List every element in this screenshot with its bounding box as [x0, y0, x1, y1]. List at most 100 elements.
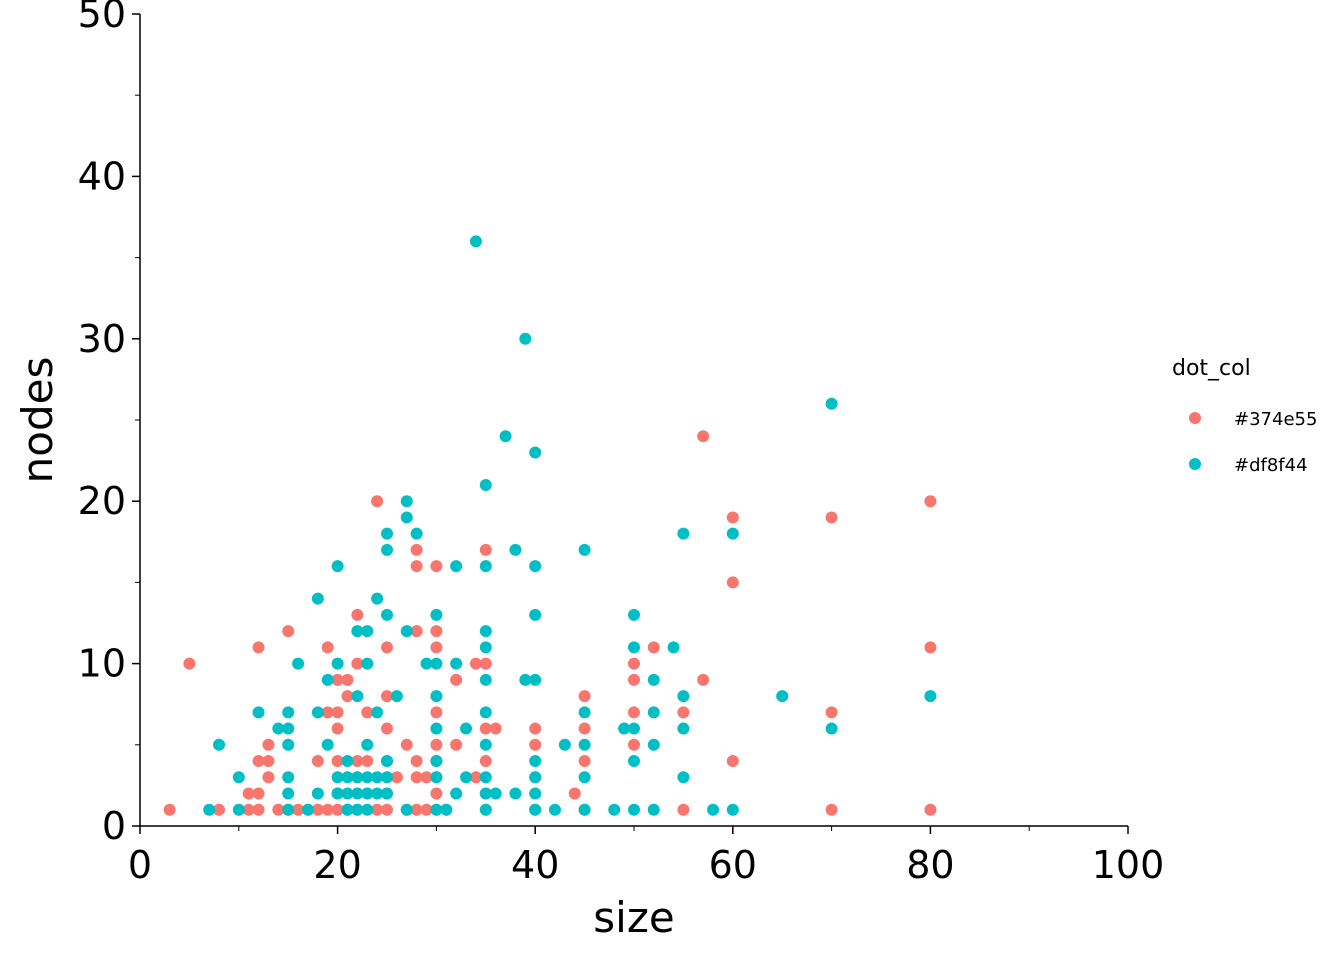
x-axis-title: size	[593, 893, 674, 942]
scatter-point-series-2	[677, 690, 690, 703]
x-tick-label: 60	[709, 843, 757, 887]
scatter-point-series-1	[825, 511, 838, 524]
scatter-point-series-1	[479, 657, 492, 670]
scatter-point-series-1	[381, 722, 393, 735]
scatter-point-series-1	[479, 543, 492, 556]
scatter-point-series-2	[282, 803, 295, 816]
scatter-point-series-1	[410, 560, 423, 573]
scatter-point-series-1	[351, 657, 364, 670]
scatter-point-series-2	[311, 592, 324, 605]
scatter-point-series-2	[628, 722, 640, 735]
scatter-point-series-2	[628, 608, 640, 621]
scatter-point-series-1	[677, 803, 690, 816]
scatter-point-series-1	[331, 722, 344, 735]
scatter-point-series-1	[262, 738, 275, 751]
points-layer	[163, 235, 937, 816]
scatter-point-series-1	[381, 690, 393, 703]
scatter-point-series-2	[430, 608, 443, 621]
scatter-point-series-2	[450, 560, 463, 573]
scatter-point-series-2	[726, 527, 739, 540]
scatter-point-series-1	[578, 755, 591, 768]
scatter-point-series-1	[282, 625, 295, 638]
scatter-point-series-1	[371, 495, 384, 508]
scatter-point-series-1	[430, 560, 443, 573]
scatter-point-series-2	[341, 803, 354, 816]
scatter-point-series-1	[420, 771, 433, 784]
scatter-point-series-1	[578, 690, 591, 703]
scatter-point-series-1	[529, 738, 542, 751]
legend-key-2	[1189, 458, 1201, 470]
scatter-point-series-1	[292, 803, 305, 816]
scatter-point-series-1	[628, 673, 640, 686]
scatter-point-series-2	[420, 657, 433, 670]
scatter-point-series-1	[321, 706, 334, 719]
scatter-point-series-2	[519, 673, 532, 686]
scatter-point-series-2	[578, 706, 591, 719]
y-axis-title: nodes	[13, 357, 62, 484]
scatter-point-series-2	[381, 543, 393, 556]
scatter-point-series-1	[479, 755, 492, 768]
scatter-point-series-2	[371, 706, 384, 719]
y-tick-label: 10	[78, 642, 126, 686]
scatter-point-series-2	[331, 771, 344, 784]
legend-label-2: #df8f44	[1234, 455, 1308, 476]
scatter-point-series-2	[479, 560, 492, 573]
scatter-point-series-1	[331, 673, 344, 686]
scatter-point-series-2	[578, 771, 591, 784]
scatter-point-series-2	[390, 690, 403, 703]
scatter-point-series-1	[331, 803, 344, 816]
scatter-point-series-2	[331, 657, 344, 670]
scatter-point-series-2	[351, 625, 364, 638]
scatter-point-series-2	[301, 803, 314, 816]
scatter-point-series-1	[430, 625, 443, 638]
legend: dot_col #374e55 #df8f44	[1172, 356, 1317, 476]
scatter-point-series-1	[697, 430, 710, 443]
y-tick-label: 50	[78, 0, 126, 36]
scatter-point-series-2	[351, 787, 364, 800]
scatter-point-series-2	[529, 446, 542, 459]
scatter-point-series-1	[430, 706, 443, 719]
scatter-point-series-2	[529, 608, 542, 621]
x-tick-label: 20	[313, 843, 361, 887]
x-tick-label: 100	[1092, 843, 1165, 887]
scatter-point-series-2	[351, 771, 364, 784]
scatter-point-series-2	[341, 755, 354, 768]
scatter-point-series-2	[479, 771, 492, 784]
scatter-point-series-1	[311, 755, 324, 768]
scatter-point-series-2	[311, 787, 324, 800]
scatter-point-series-1	[628, 657, 640, 670]
y-tick-label: 30	[78, 317, 126, 361]
scatter-point-series-2	[450, 787, 463, 800]
scatter-point-series-1	[351, 608, 364, 621]
legend-key-1	[1189, 412, 1201, 424]
scatter-point-series-2	[628, 641, 640, 654]
scatter-point-series-1	[430, 738, 443, 751]
scatter-point-series-2	[647, 803, 660, 816]
scatter-point-series-2	[479, 641, 492, 654]
scatter-point-series-2	[558, 738, 571, 751]
scatter-point-series-2	[529, 560, 542, 573]
scatter-point-series-2	[618, 722, 631, 735]
scatter-point-series-2	[529, 803, 542, 816]
scatter-point-series-1	[242, 787, 255, 800]
scatter-point-series-1	[628, 706, 640, 719]
scatter-point-series-1	[726, 755, 739, 768]
scatter-point-series-2	[400, 625, 413, 638]
scatter-point-series-2	[232, 803, 245, 816]
scatter-point-series-2	[479, 738, 492, 751]
scatter-point-series-2	[519, 332, 532, 345]
scatter-point-series-2	[628, 755, 640, 768]
scatter-point-series-2	[479, 478, 492, 491]
scatter-point-series-2	[529, 787, 542, 800]
scatter-point-series-2	[361, 771, 374, 784]
scatter-point-series-2	[282, 722, 295, 735]
scatter-point-series-2	[677, 527, 690, 540]
scatter-point-series-2	[450, 657, 463, 670]
scatter-point-series-1	[726, 576, 739, 589]
scatter-point-series-1	[410, 543, 423, 556]
scatter-point-series-1	[242, 803, 255, 816]
scatter-point-series-2	[311, 706, 324, 719]
scatter-point-series-2	[647, 738, 660, 751]
scatter-point-series-2	[529, 755, 542, 768]
scatter-point-series-2	[460, 722, 473, 735]
